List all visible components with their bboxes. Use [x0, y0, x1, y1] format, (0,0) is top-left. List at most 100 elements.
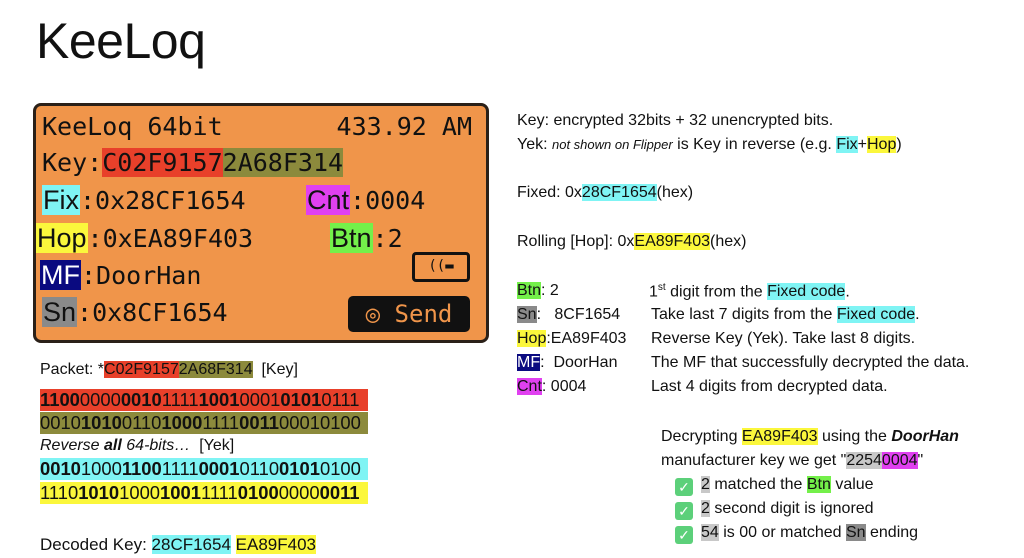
desc-text: . — [845, 283, 850, 301]
check-digit: 2 — [701, 500, 710, 517]
bit-group: 1111 — [202, 412, 240, 433]
decrypt-line1: Decrypting EA89F403 using the DoorHan — [661, 428, 959, 446]
packet-suffix: [Key] — [261, 361, 298, 378]
decoded-line: Decoded Key: 28CF1654 EA89F403 — [40, 535, 316, 555]
key-line: Key:C02F91572A68F314 — [42, 148, 344, 177]
field-value: : 2 — [541, 282, 559, 299]
bit-group: 0010 — [40, 412, 81, 433]
reverse-post: 64-bits… — [121, 437, 191, 454]
bit-group: 1000 — [161, 412, 203, 433]
check-text: value — [830, 476, 874, 493]
bit-group: 1000 — [80, 458, 122, 479]
reverse-bold: all — [104, 437, 122, 454]
yek-italic: not shown on Flipper — [552, 137, 673, 152]
decrypt-text: Decrypting — [661, 428, 742, 445]
field-label: Hop — [517, 330, 547, 347]
desc-text: digit from the — [665, 283, 768, 301]
yek-fix: Fix — [836, 136, 858, 153]
desc-highlight: Fixed code — [836, 306, 916, 323]
check-text: second digit is ignored — [709, 500, 874, 517]
rolling-post: (hex) — [710, 233, 747, 250]
page-title: KeeLoq — [36, 13, 206, 69]
bit-group: 0001 — [279, 412, 320, 433]
decoded-hop: EA89F403 — [235, 535, 316, 554]
mf-label: MF — [40, 260, 81, 290]
btn-line: Btn:2 — [330, 223, 403, 254]
field-btn-desc: 1st digit from the Fixed code. — [649, 282, 850, 301]
flipper-screen: KeeLoq 64bit 433.92 AM Key:C02F91572A68F… — [33, 103, 489, 343]
fix-line: Fix:0x28CF1654 — [42, 185, 246, 216]
mf-value: :DoorHan — [80, 261, 202, 290]
bit-group: 1010 — [78, 482, 120, 503]
bit-group: 1110 — [40, 482, 79, 503]
checkmark-icon: ✓ — [675, 502, 693, 520]
reverse-suffix: [Yek] — [190, 437, 235, 454]
decrypt-mf: DoorHan — [891, 428, 959, 445]
field-sn: Sn: 8CF1654 — [517, 306, 620, 324]
binary-row: 11000000001011111001000101010111 — [40, 389, 368, 411]
decoded-label: Decoded Key: — [40, 535, 147, 554]
reverse-pre: Reverse — [40, 437, 105, 454]
bit-group: 0001 — [239, 389, 281, 410]
bit-group: 0100 — [319, 412, 361, 433]
bit-group: 0101 — [279, 458, 320, 479]
field-mf: MF: DoorHan — [517, 354, 617, 372]
field-hop: Hop:EA89F403 — [517, 330, 626, 348]
decoded-fix: 28CF1654 — [151, 535, 231, 554]
rolling-line: Rolling [Hop]: 0xEA89F403(hex) — [517, 233, 746, 251]
yek-mid: is Key in reverse (e.g. — [672, 136, 837, 153]
bit-group: 1100 — [121, 458, 162, 479]
field-label: MF — [517, 354, 541, 371]
send-button[interactable]: ◎ Send — [348, 296, 470, 332]
yek-pre: Yek: — [517, 136, 552, 153]
bit-group: 0110 — [239, 458, 280, 479]
binary-row: 11101010100010011111010000000011 — [40, 482, 368, 504]
yek-hop: Hop — [866, 136, 897, 153]
check-item: ✓ 54 is 00 or matched Sn ending — [675, 524, 918, 544]
hop-line: Hop:0xEA89F403 — [36, 223, 253, 254]
check-highlight: Btn — [806, 476, 831, 493]
result-a: 2254 — [846, 452, 882, 469]
check-digit: 54 — [701, 524, 719, 541]
sn-label: Sn — [42, 297, 78, 327]
frequency: 433.92 AM — [336, 112, 472, 141]
bit-group: 1100 — [40, 389, 80, 410]
bit-group: 1001 — [160, 482, 201, 503]
bit-group: 1111 — [161, 389, 199, 410]
decrypt-text: using the — [817, 428, 892, 445]
check-digit: 2 — [701, 476, 710, 493]
fix-value: :0x28CF1654 — [80, 186, 246, 215]
key-unencrypted: 2A68F314 — [222, 148, 344, 177]
bit-group: 0100 — [237, 482, 279, 503]
field-value: :EA89F403 — [546, 330, 627, 347]
hop-value: :0xEA89F403 — [87, 224, 254, 253]
btn-value: :2 — [372, 224, 403, 253]
yek-plus: + — [857, 136, 867, 153]
decrypt-text: manufacturer key we get " — [661, 452, 847, 469]
bit-group: 0011 — [319, 482, 360, 503]
key-label: Key: — [42, 148, 103, 177]
bit-group: 0000 — [79, 389, 121, 410]
field-label: Btn — [517, 282, 542, 299]
fixed-pre: Fixed: 0x — [517, 184, 582, 201]
cnt-line: Cnt:0004 — [306, 185, 425, 216]
bit-group: 0010 — [40, 458, 81, 479]
field-label: Cnt — [517, 378, 542, 395]
bit-group: 0000 — [278, 482, 320, 503]
protocol: KeeLoq 64bit — [42, 112, 223, 141]
desc-text: Take last 7 digits from the — [651, 306, 837, 323]
field-btn: Btn: 2 — [517, 282, 559, 300]
hop-label: Hop — [36, 223, 88, 253]
fixed-post: (hex) — [656, 184, 694, 201]
cnt-value: :0004 — [350, 186, 426, 215]
check-text: is 00 or matched — [718, 524, 846, 541]
bit-group: 1111 — [200, 482, 238, 503]
check-highlight: Sn — [845, 524, 866, 541]
bit-group: 0010 — [120, 389, 162, 410]
bit-group: 0110 — [121, 412, 162, 433]
check-text: ending — [865, 524, 919, 541]
packet-enc: C02F9157 — [104, 361, 179, 378]
checkmark-icon: ✓ — [675, 478, 693, 496]
sn-value: :0x8CF1654 — [77, 298, 228, 327]
